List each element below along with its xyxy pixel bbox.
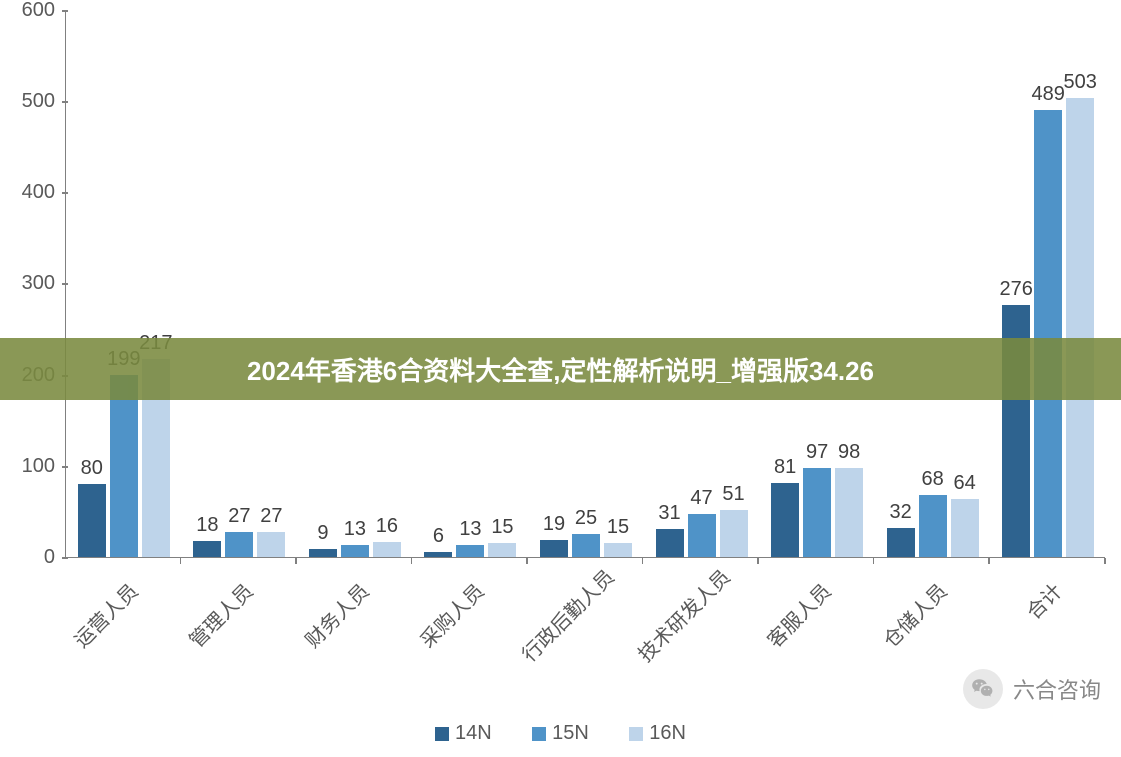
legend-label: 15N <box>552 722 589 744</box>
bar <box>456 545 484 557</box>
x-axis-label: 采购人员 <box>399 576 490 667</box>
bar-value-label: 32 <box>881 501 921 524</box>
xtick-mark <box>295 558 297 564</box>
bar <box>309 549 337 557</box>
bar-value-label: 51 <box>714 483 754 506</box>
ytick-label: 400 <box>0 181 55 204</box>
x-axis-label: 合计 <box>977 576 1068 667</box>
legend-swatch <box>435 727 449 741</box>
bar-value-label: 64 <box>945 472 985 495</box>
bar-value-label: 276 <box>996 278 1036 301</box>
bar <box>1066 98 1094 557</box>
bar-value-label: 15 <box>598 516 638 539</box>
bar <box>887 528 915 557</box>
bar <box>803 468 831 557</box>
bar <box>341 545 369 557</box>
bar-value-label: 503 <box>1060 71 1100 94</box>
bar <box>373 542 401 557</box>
bar <box>835 468 863 558</box>
legend-item: 16N <box>629 722 686 745</box>
x-axis-label: 行政后勤人员 <box>514 576 605 667</box>
bar <box>771 483 799 557</box>
legend-item: 15N <box>532 722 589 745</box>
bar-value-label: 16 <box>367 515 407 538</box>
bar-value-label: 15 <box>482 516 522 539</box>
bar <box>1034 110 1062 557</box>
xtick-mark <box>526 558 528 564</box>
wechat-icon <box>963 669 1003 709</box>
x-axis-label: 仓储人员 <box>861 576 952 667</box>
xtick-mark <box>988 558 990 564</box>
ytick-label: 500 <box>0 90 55 113</box>
xtick-mark <box>180 558 182 564</box>
bar <box>488 543 516 557</box>
watermark: 六合咨询 <box>963 669 1101 709</box>
legend-swatch <box>629 727 643 741</box>
xtick-mark <box>1104 558 1106 564</box>
x-axis-label: 管理人员 <box>168 576 259 667</box>
bar-chart: 0 100 200 300 400 500 600 80199217182727… <box>0 0 1121 757</box>
overlay-banner: 2024年香港6合资料大全查,定性解析说明_增强版34.26 <box>0 338 1121 400</box>
ytick-label: 600 <box>0 0 55 22</box>
bar <box>604 543 632 557</box>
x-axis-label: 财务人员 <box>283 576 374 667</box>
legend-item: 14N <box>435 722 492 745</box>
legend: 14N 15N 16N <box>0 722 1121 745</box>
bar <box>257 532 285 557</box>
bar <box>193 541 221 557</box>
ytick-label: 300 <box>0 272 55 295</box>
xtick-mark <box>873 558 875 564</box>
bar <box>572 534 600 557</box>
bar <box>951 499 979 557</box>
bar <box>688 514 716 557</box>
bar <box>919 495 947 557</box>
bar-value-label: 80 <box>72 457 112 480</box>
x-axis-label: 运营人员 <box>52 576 143 667</box>
plot-area: 8019921718272791316613151925153147518197… <box>65 10 1105 558</box>
bar <box>110 375 138 557</box>
bar-value-label: 27 <box>251 505 291 528</box>
legend-swatch <box>532 727 546 741</box>
bar <box>540 540 568 557</box>
legend-label: 14N <box>455 722 492 744</box>
xtick-mark <box>642 558 644 564</box>
xtick-mark <box>757 558 759 564</box>
watermark-text: 六合咨询 <box>1013 673 1101 705</box>
x-axis-label: 技术研发人员 <box>630 576 721 667</box>
x-axis-label: 客服人员 <box>745 576 836 667</box>
bar <box>424 552 452 557</box>
bar-value-label: 98 <box>829 441 869 464</box>
legend-label: 16N <box>649 722 686 744</box>
bar <box>656 529 684 557</box>
xtick-mark <box>411 558 413 564</box>
ytick-label: 100 <box>0 455 55 478</box>
bar <box>720 510 748 557</box>
ytick-label: 0 <box>0 546 55 569</box>
bar <box>78 484 106 557</box>
overlay-text: 2024年香港6合资料大全查,定性解析说明_增强版34.26 <box>247 351 874 388</box>
bar <box>225 532 253 557</box>
